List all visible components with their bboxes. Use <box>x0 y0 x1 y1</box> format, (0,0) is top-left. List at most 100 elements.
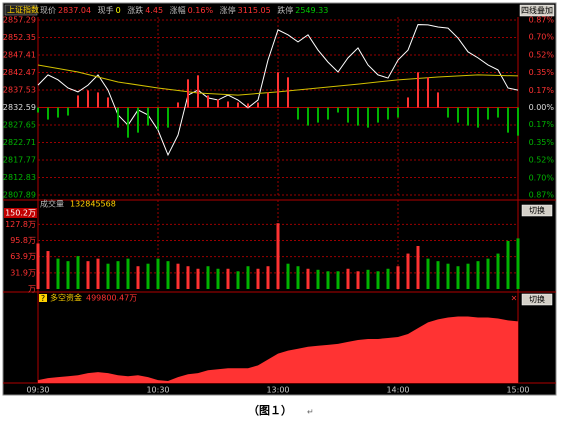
volume-bar <box>476 261 480 289</box>
volume-bar <box>56 258 60 289</box>
indicator-bar <box>367 107 369 128</box>
panel-value: 132845568 <box>70 200 116 209</box>
volume-bar <box>496 253 500 289</box>
indicator-bar <box>257 102 259 108</box>
volume-bar <box>76 256 80 289</box>
button-label[interactable]: 切换 <box>529 205 545 215</box>
indicator-bar <box>377 107 379 123</box>
volume-bar <box>336 271 340 289</box>
volume-bar <box>246 266 250 289</box>
volume-bar <box>176 263 180 289</box>
x-tick-label: 10:30 <box>146 386 169 395</box>
volume-bar <box>276 223 280 289</box>
indicator-bar <box>67 107 69 116</box>
indicator-bar <box>167 107 169 128</box>
indicator-bar <box>487 107 489 120</box>
x-tick-label: 13:00 <box>266 386 289 395</box>
volume-bar <box>466 263 470 289</box>
indicator-bar <box>427 77 429 108</box>
button[interactable] <box>521 204 553 217</box>
volume-bar <box>306 268 310 289</box>
volume-bar <box>486 258 490 289</box>
button-label[interactable]: 切换 <box>529 294 545 304</box>
info-value: 0 <box>116 6 121 15</box>
volume-bar <box>196 268 200 289</box>
indicator-bar <box>247 103 249 108</box>
volume-bar <box>516 238 520 289</box>
info-value: 2837.04 <box>58 6 91 15</box>
indicator-bar <box>127 107 129 138</box>
chart-title: 上证指数 <box>7 5 39 15</box>
volume-bar <box>136 266 140 289</box>
indicator-bar <box>397 107 399 118</box>
volume-bar <box>216 268 220 289</box>
volume-bar <box>426 258 430 289</box>
volume-bar <box>386 268 390 289</box>
indicator-bar <box>507 107 509 133</box>
volume-bar <box>506 240 510 289</box>
volume-bar <box>186 266 190 289</box>
indicator-bar <box>97 92 99 108</box>
y-tick-label: 2842.47 <box>3 68 36 77</box>
indicator-bar <box>147 107 149 126</box>
y-tick-label: 31.9万 <box>10 268 36 277</box>
y-tick-label: 2827.65 <box>3 121 36 130</box>
y-tick-label: 63.9万 <box>10 252 36 261</box>
indicator-bar <box>307 107 309 126</box>
indicator-bar <box>317 107 319 123</box>
indicator-bar <box>457 107 459 123</box>
indicator-bar <box>277 72 279 108</box>
y-tick-label: 万 <box>28 285 36 294</box>
y2-tick-label: 0.35% <box>529 68 555 77</box>
close-icon[interactable]: × <box>511 294 518 303</box>
panel-icon <box>39 294 47 302</box>
volume-bar <box>116 261 120 289</box>
y2-tick-label: 0.87% <box>529 16 555 25</box>
info-value: 0.16% <box>188 6 214 15</box>
info-label: 现价 <box>40 6 56 15</box>
indicator-bar <box>37 107 39 113</box>
indicator-bar <box>337 107 339 113</box>
volume-bar <box>126 258 130 289</box>
indicator-bar <box>107 97 109 108</box>
x-tick-label: 14:00 <box>386 386 409 395</box>
y-tick-label: 2847.41 <box>3 51 36 60</box>
y-tick-label: 2807.89 <box>3 191 36 200</box>
indicator-bar <box>157 107 159 130</box>
indicator-bar <box>227 101 229 108</box>
y-tick-label: 2817.77 <box>3 156 36 165</box>
volume-bar <box>456 266 460 289</box>
indicator-bar <box>77 95 79 108</box>
panel-icon-mark: ? <box>41 294 45 303</box>
volume-bar <box>446 263 450 289</box>
volume-bar <box>46 251 50 289</box>
volume-bar <box>266 266 270 289</box>
x-tick-label: 09:30 <box>26 386 49 395</box>
indicator-bar <box>87 90 89 108</box>
volume-bar <box>326 271 330 289</box>
indicator-bar <box>477 107 479 128</box>
info-value: 2549.33 <box>295 6 328 15</box>
info-value: 4.45 <box>145 6 163 15</box>
title-box <box>4 4 38 16</box>
button[interactable] <box>519 4 555 17</box>
indicator-bar <box>197 75 199 108</box>
indicator-bar <box>347 107 349 123</box>
panel-title: 多空资金 <box>50 293 82 303</box>
y2-tick-label: 0.70% <box>529 33 555 42</box>
volume-bar <box>376 271 380 289</box>
volume-bar <box>226 268 230 289</box>
volume-bar <box>96 258 100 289</box>
indicator-bar <box>357 107 359 126</box>
indicator-bar <box>407 97 409 108</box>
volume-bar <box>416 245 420 289</box>
button[interactable] <box>521 293 553 306</box>
indicator-bar <box>217 99 219 108</box>
y-tick-label: 95.8万 <box>10 236 36 245</box>
indicator-bar <box>447 107 449 118</box>
indicator-bar <box>117 107 119 128</box>
y-tick-label: 2832.59 <box>3 103 36 112</box>
button-label[interactable]: 四线叠加 <box>521 5 553 15</box>
indicator-bar <box>297 107 299 120</box>
